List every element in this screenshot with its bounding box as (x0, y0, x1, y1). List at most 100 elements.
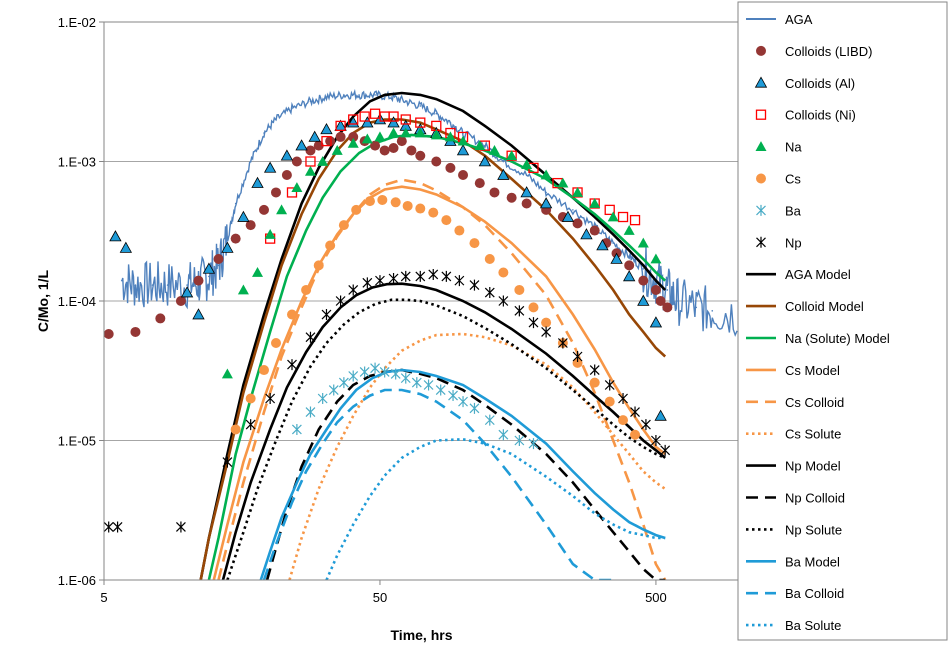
colloids-ni-point (286, 187, 298, 198)
ba-point (528, 438, 539, 450)
ba-point (423, 379, 434, 391)
np-point (528, 317, 539, 329)
np-point (305, 331, 316, 343)
np-point (335, 295, 346, 307)
colloids-al-point (596, 239, 609, 251)
na-point (276, 204, 288, 215)
np-point (321, 309, 332, 321)
colloids-libd-point (655, 296, 666, 306)
aga-point (263, 132, 265, 134)
y-tick-label: 1.E-06 (58, 573, 96, 588)
colloids-al-point (192, 308, 205, 320)
na-point (264, 228, 276, 239)
cs-point (338, 220, 349, 231)
cs-point (454, 225, 465, 236)
ba-solute-line (325, 437, 666, 580)
na-point (572, 186, 584, 197)
np-point (604, 379, 615, 391)
na-point (291, 182, 303, 192)
na-point (488, 144, 500, 155)
colloids-libd-point (281, 170, 292, 181)
legend: AGA Colloids (LIBD) Colloids (Al) Colloids … (737, 1, 948, 641)
y-axis-title: C/Mo, 1/L (35, 269, 51, 332)
colloids-al-point (221, 241, 234, 253)
legend-label: Cs Colloid (785, 395, 844, 410)
colloids-al-point (637, 294, 650, 306)
np-point (388, 272, 399, 284)
aga-point (390, 96, 393, 98)
colloids-libd-point (521, 198, 532, 209)
legend-swatch (754, 76, 768, 88)
colloids-libd-point (291, 156, 302, 167)
na-point (400, 127, 412, 138)
colloids-al-point (478, 155, 492, 167)
colloids-ni-point (629, 214, 641, 226)
na-point (237, 284, 249, 295)
legend-label: Cs (785, 172, 801, 187)
ba-point (370, 362, 380, 374)
ba-point (411, 377, 422, 389)
colloids-libd-point (230, 233, 241, 244)
aga-trace-line (121, 88, 738, 337)
aga-point (358, 94, 360, 96)
legend-label: AGA (785, 12, 813, 27)
cs-point (604, 396, 615, 407)
np-point (428, 268, 439, 280)
np-point (112, 521, 123, 533)
legend-label: Np Model (785, 459, 841, 474)
colloid-model-line (199, 118, 667, 580)
aga-point (134, 284, 137, 286)
cs-point (325, 240, 336, 251)
series-cs-solute (288, 332, 666, 580)
aga-point (291, 107, 293, 110)
np-point (589, 364, 600, 376)
cs-point (630, 429, 641, 440)
na-point (521, 159, 533, 170)
aga-point (374, 94, 376, 96)
colloids-al-point (119, 241, 133, 253)
aga-point (186, 284, 188, 286)
colloids-al-point (610, 252, 623, 264)
aga-point (695, 306, 698, 309)
cs-point (390, 197, 401, 208)
ba-model-line (259, 368, 666, 580)
np-point (222, 456, 233, 468)
aga-point (166, 284, 169, 286)
cs-point (258, 365, 269, 376)
series-ba-model (259, 368, 666, 580)
legend-label: Np Colloid (785, 491, 845, 506)
colloids-al-point (308, 130, 321, 142)
na-point (374, 131, 386, 142)
colloids-libd-point (445, 162, 456, 173)
cs-point (589, 377, 600, 388)
na-point (637, 237, 649, 248)
cs-solute-line (288, 332, 666, 580)
na-point (347, 137, 359, 148)
legend-item: Na (Solute) Model (746, 331, 890, 346)
series-np (104, 268, 671, 533)
ba-point (458, 396, 468, 408)
np-model-line (221, 282, 667, 580)
np-point (484, 287, 495, 299)
na-point (607, 211, 619, 222)
series-colloid-model (199, 118, 667, 580)
colloids-al-point (251, 176, 264, 188)
colloids-libd-point (406, 145, 417, 156)
legend-swatch (755, 141, 767, 151)
na-point (623, 225, 635, 235)
np-point (572, 351, 583, 363)
na-point (474, 140, 486, 151)
na-point (589, 197, 601, 208)
legend-item: Colloids (Ni) (755, 108, 856, 123)
legend-item: Colloids (Al) (754, 76, 855, 91)
series-colloids-al (109, 113, 667, 421)
legend-item: Ba (756, 203, 802, 218)
colloids-libd-point (431, 156, 442, 167)
legend-item: Ba Model (746, 554, 840, 569)
legend-item: Colloids (LIBD) (756, 44, 872, 59)
colloids-libd-point (638, 275, 649, 286)
cs-point (245, 393, 256, 404)
colloids-libd-point (104, 329, 114, 340)
legend-label: AGA Model (785, 267, 851, 282)
series-ba-colloid (262, 388, 614, 580)
